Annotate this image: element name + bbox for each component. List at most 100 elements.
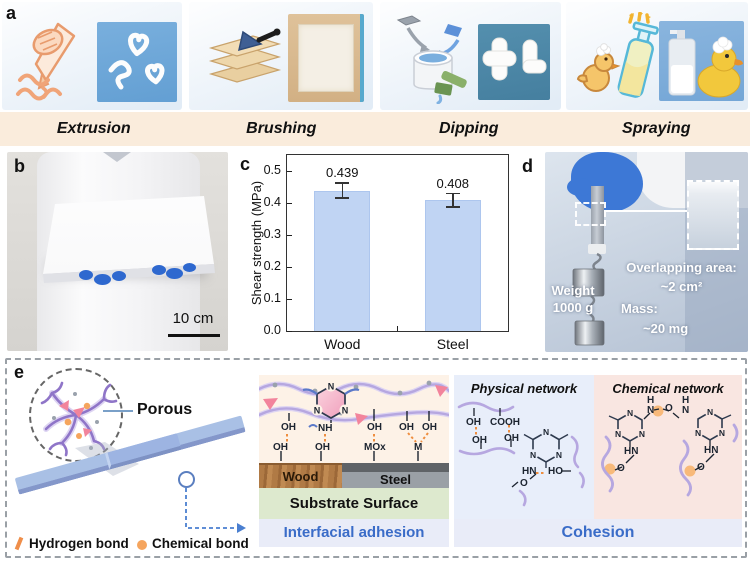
error-bar-cap <box>445 206 460 208</box>
coated-fittings-drawing <box>482 37 547 81</box>
panel-b-photo: 10 cm <box>7 152 228 351</box>
linkage-n: N <box>682 405 690 416</box>
chemical-network-title: Chemical network <box>612 381 724 396</box>
bond-m: M <box>414 442 423 453</box>
overlap-area-value: ~2 cm² <box>660 279 703 294</box>
bar <box>424 200 481 331</box>
n-atom: N <box>556 450 562 460</box>
bond-hn: HN <box>522 466 537 477</box>
bond-oh: OH <box>422 422 437 433</box>
spraying-icon <box>576 12 659 98</box>
s-hook <box>586 294 596 324</box>
joint-inset <box>687 180 739 250</box>
bond-nh: NH <box>318 423 333 434</box>
bond-mox: MOx <box>364 442 386 453</box>
bond-oh: OH <box>504 433 519 444</box>
adhesive-hearts-drawing <box>108 32 165 90</box>
chemical-network-panel: Chemical network <box>594 375 742 519</box>
interfacial-drawing: N N N <box>259 380 449 461</box>
steel-substrate: Steel <box>342 463 449 488</box>
error-bar-cap <box>445 192 460 195</box>
n-atom: N <box>707 407 713 417</box>
bond-o: O <box>617 463 625 474</box>
porous-network-drawing <box>40 381 118 457</box>
linkage-o: O <box>665 403 673 414</box>
error-bar-cap <box>335 197 350 199</box>
chemical-bond-marker <box>137 540 147 550</box>
bond-oh: OH <box>281 422 296 433</box>
x-tick-mark <box>397 326 399 331</box>
bar-plot: 0.0 0.1 0.2 0.3 0.4 0.5 0.439 Wood 0.408 Steel <box>264 154 509 352</box>
method-label-dipping: Dipping <box>438 120 499 137</box>
interfacial-panel: N N N OH OH <box>259 375 449 547</box>
panel-a-letter: a <box>6 3 17 23</box>
bond-ho: HO <box>548 466 563 477</box>
n-atom: N <box>543 427 549 437</box>
bond-oh: OH <box>315 442 330 453</box>
blue-glove-finger <box>183 263 196 272</box>
n-atom: N <box>639 429 645 439</box>
method-label-strip: Extrusion Brushing Dipping Spraying <box>0 112 750 146</box>
weight-cylinder <box>574 320 605 346</box>
blue-glove-finger <box>94 274 111 285</box>
weights-assembly <box>572 252 605 346</box>
n-atom: N <box>627 408 633 418</box>
physical-network-title: Physical network <box>470 381 578 396</box>
nitrile-glove-thumb <box>567 178 593 196</box>
y-tick-mark <box>287 298 292 300</box>
method-label-extrusion: Extrusion <box>56 120 131 137</box>
panel-e-letter: e <box>14 362 25 382</box>
bar <box>314 190 371 331</box>
dipping-icon <box>396 15 467 104</box>
porous-pointer-line <box>103 410 133 412</box>
y-tick-mark <box>287 170 292 172</box>
s-hook <box>592 252 602 273</box>
strip-connector <box>588 244 606 254</box>
foam-board-top <box>43 196 214 274</box>
error-bar-line <box>341 183 343 198</box>
y-tick-label: 0.3 <box>263 227 281 241</box>
adhesive-patch <box>298 24 354 92</box>
brushing-card <box>189 2 373 110</box>
weight-cylinder <box>572 268 605 297</box>
spraying-photo <box>659 21 744 101</box>
extrusion-card <box>2 2 182 110</box>
weight-label-line1: Weight <box>551 283 595 298</box>
dipping-card <box>380 2 561 110</box>
legend-hydrogen-bond: Hydrogen bond <box>29 536 129 551</box>
blue-glove-finger <box>112 271 126 281</box>
bond-oh: OH <box>466 417 481 428</box>
n-atom: N <box>719 428 725 438</box>
mass-value: ~20 mg <box>643 321 689 336</box>
n-atom: N <box>328 381 335 391</box>
porous-label: Porous <box>137 401 193 418</box>
error-bar-line <box>452 193 454 208</box>
y-tick-label: 0.5 <box>263 163 281 177</box>
overlap-area-label: Overlapping area: <box>626 260 737 275</box>
bar-value-label: 0.408 <box>436 175 470 191</box>
legend-chemical-bond: Chemical bond <box>152 536 249 551</box>
y-tick-label: 0.0 <box>263 323 281 337</box>
panel-c-letter: c <box>240 154 251 174</box>
interfacial-molecular-area: N N N OH OH <box>259 375 449 463</box>
brushing-icon <box>208 28 282 83</box>
extrusion-icon <box>16 22 76 101</box>
n-atom: N <box>342 405 349 415</box>
y-tick-mark <box>287 266 292 268</box>
linkage-n: N <box>647 405 655 416</box>
blue-plate-edge <box>360 14 364 102</box>
scale-bar-label: 10 cm <box>172 310 214 327</box>
linkage-h: H <box>682 395 690 406</box>
panel-d-photo: Weight 1000 g Overlapping area: ~2 cm² M… <box>545 152 748 352</box>
n-atom: N <box>530 450 536 460</box>
bond-o: O <box>697 462 705 473</box>
y-tick-mark <box>287 202 292 204</box>
method-label-spraying: Spraying <box>622 120 691 137</box>
y-tick-label: 0.1 <box>263 291 281 305</box>
bond-o: O <box>520 478 528 489</box>
interfacial-caption: Interfacial adhesion <box>259 519 449 547</box>
joint-highlight-box <box>575 202 606 226</box>
bond-oh: OH <box>399 422 414 433</box>
brushing-photo <box>288 14 364 102</box>
